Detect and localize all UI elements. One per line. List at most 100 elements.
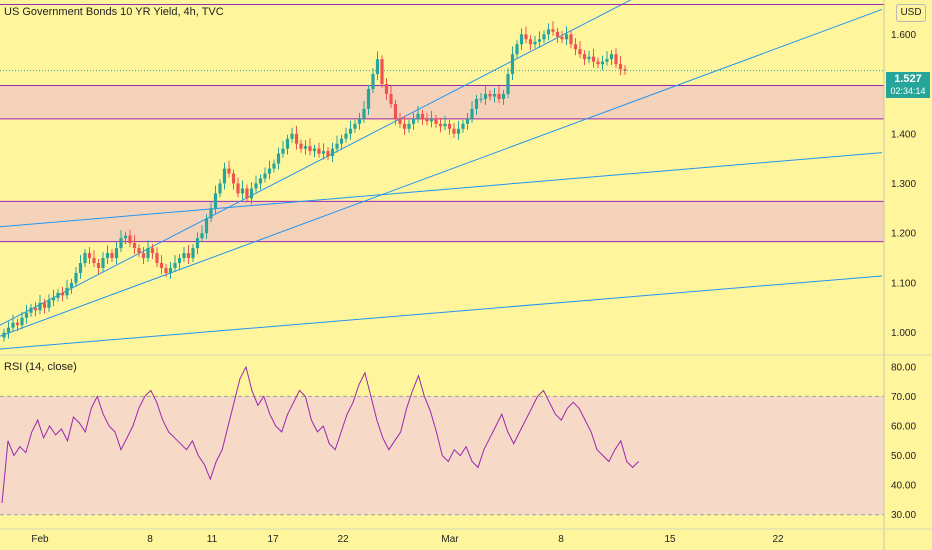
candle-body — [461, 123, 465, 129]
candle-body — [65, 287, 69, 296]
candle-body — [6, 327, 11, 333]
candle-body — [132, 243, 137, 249]
candle-body — [29, 307, 33, 313]
candle-body — [389, 93, 393, 104]
candle-body — [407, 123, 411, 129]
candle-body — [488, 93, 492, 97]
current-price-badge: 1.527 02:34:14 — [886, 72, 930, 98]
candle-body — [56, 292, 60, 298]
candle-body — [150, 248, 155, 254]
candle-body — [240, 188, 245, 194]
currency-button[interactable]: USD — [896, 4, 926, 22]
candle-body — [411, 118, 416, 124]
candle-body — [123, 235, 128, 239]
candle-body — [312, 148, 317, 152]
time-tick-label: 22 — [772, 534, 784, 545]
candle-body — [402, 123, 407, 129]
candle-body — [560, 36, 564, 40]
trendline — [0, 152, 883, 228]
candle-body — [519, 34, 524, 45]
candle-body — [443, 123, 447, 127]
time-tick-label: 8 — [147, 534, 153, 545]
candle-body — [596, 61, 600, 65]
candle-body — [470, 108, 474, 119]
time-tick-label: 22 — [337, 534, 349, 545]
candle-body — [60, 292, 65, 296]
candle-body — [447, 123, 452, 129]
candle-body — [569, 34, 573, 45]
candle-body — [524, 34, 528, 40]
candle-body — [330, 148, 335, 157]
candle-body — [591, 56, 596, 62]
rsi-tick-label: 30.00 — [891, 510, 916, 521]
trendline — [0, 0, 632, 326]
candle-body — [92, 258, 96, 264]
candle-body — [614, 54, 618, 65]
candle-body — [533, 41, 537, 45]
candle-body — [177, 258, 182, 264]
candle-body — [222, 168, 227, 184]
candle-body — [326, 151, 330, 157]
time-tick-label: 8 — [558, 534, 564, 545]
candle-body — [20, 317, 24, 326]
candle-body — [605, 59, 609, 62]
candle-body — [317, 148, 321, 154]
candle-body — [528, 39, 533, 45]
candle-body — [344, 133, 348, 139]
candle-body — [204, 218, 209, 234]
candle-body — [483, 93, 488, 99]
candle-body — [537, 39, 542, 42]
candle-timer: 02:34:14 — [890, 86, 926, 96]
current-price: 1.527 — [894, 73, 922, 85]
candle-body — [173, 263, 177, 268]
candle-body — [155, 253, 159, 264]
candle-body — [42, 302, 47, 308]
candle-body — [380, 59, 384, 85]
time-tick-label: 15 — [664, 534, 676, 545]
candle-body — [195, 238, 200, 249]
candle-body — [159, 263, 164, 268]
candle-body — [623, 69, 627, 71]
candle-body — [137, 248, 141, 254]
candle-body — [105, 253, 110, 259]
candle-body — [479, 98, 483, 100]
candle-body — [141, 253, 146, 259]
candle-body — [546, 29, 551, 35]
rsi-line — [1, 365, 639, 503]
candle-body — [573, 44, 578, 50]
candle-body — [353, 123, 357, 129]
candle-body — [38, 302, 42, 311]
candle-body — [515, 44, 519, 55]
candle-body — [393, 103, 398, 119]
candle-body — [78, 263, 83, 273]
candle-body — [438, 123, 443, 127]
rsi-tick-label: 70.00 — [891, 392, 916, 403]
candle-body — [186, 253, 191, 259]
candle-body — [398, 118, 402, 124]
candle-body — [348, 128, 353, 134]
candle-body — [267, 168, 272, 174]
candle-body — [182, 253, 186, 259]
candle-body — [213, 193, 218, 209]
candle-body — [371, 74, 375, 90]
candle-body — [11, 322, 15, 328]
candle-body — [119, 238, 123, 249]
candle-body — [501, 93, 506, 99]
candle-body — [335, 143, 339, 149]
candle-body — [429, 118, 434, 122]
candle-body — [456, 128, 461, 134]
candle-body — [357, 118, 362, 124]
candle-body — [110, 253, 114, 259]
candle-body — [209, 208, 213, 219]
candle-body — [272, 163, 276, 169]
candle-body — [600, 61, 605, 65]
candle-body — [299, 143, 303, 149]
price-tick-label: 1.600 — [891, 30, 916, 41]
candle-body — [578, 49, 582, 55]
price-tick-label: 1.000 — [891, 328, 916, 339]
resistance-zone — [0, 85, 884, 119]
candle-body — [384, 84, 389, 94]
candle-body — [254, 183, 258, 189]
candle-body — [587, 56, 591, 60]
time-tick-label: 11 — [207, 534, 218, 545]
